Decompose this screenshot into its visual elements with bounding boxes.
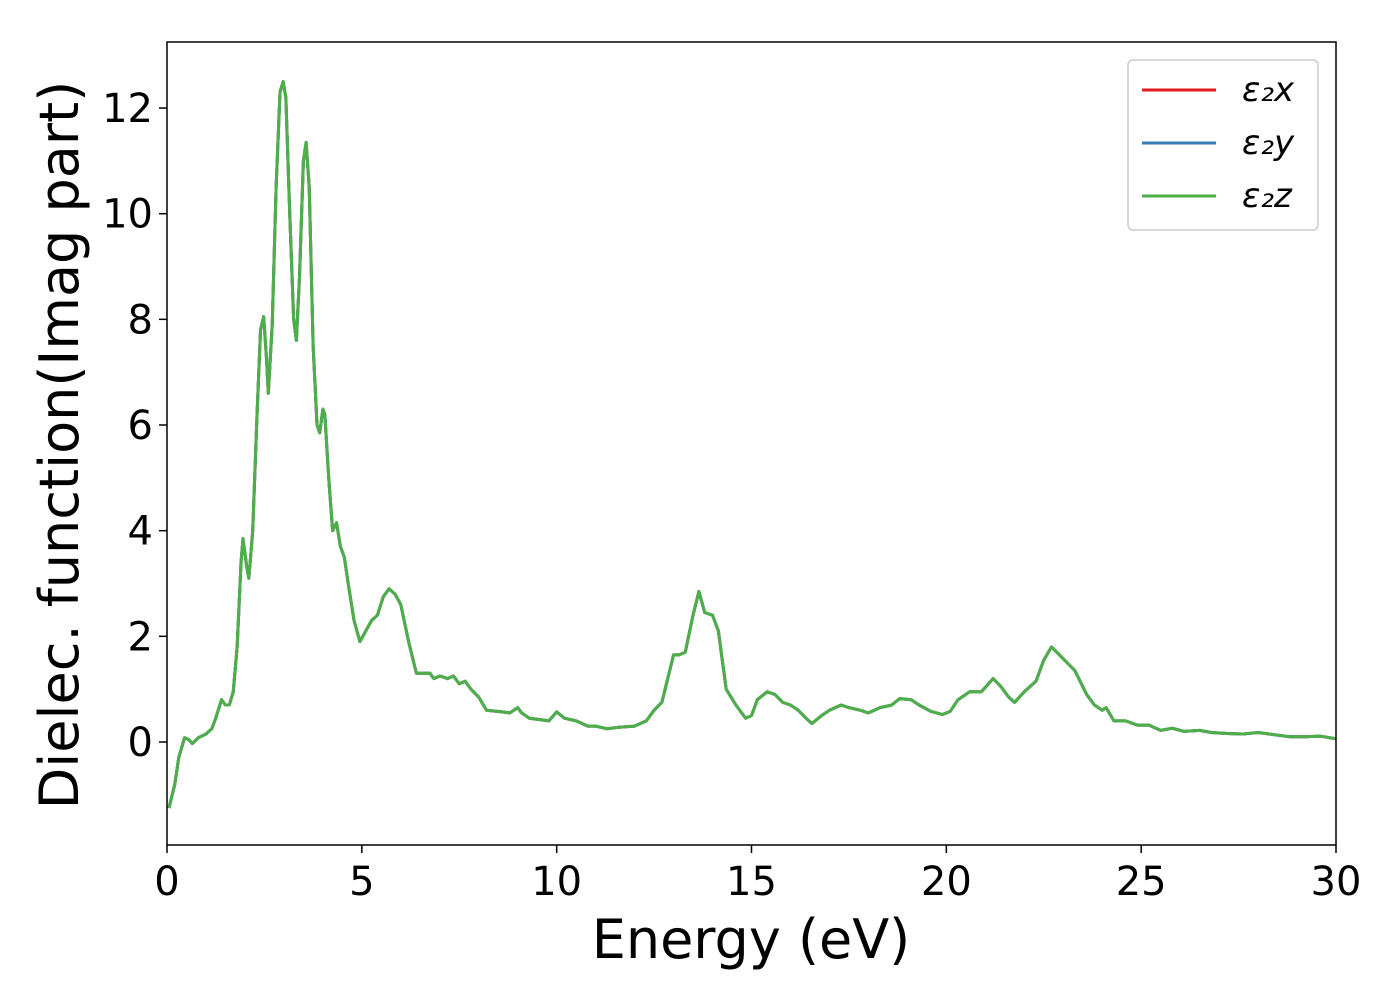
series-line	[167, 80, 1336, 809]
x-tick-label: 10	[531, 859, 582, 905]
y-tick-label: 8	[128, 297, 153, 343]
plot-frame	[166, 41, 1337, 846]
legend-box	[1127, 59, 1319, 231]
x-tick-label: 15	[726, 859, 777, 905]
y-axis-label: Dielec. function(Imag part)	[28, 81, 91, 810]
x-tick-label: 0	[154, 859, 179, 905]
x-tick-label: 30	[1311, 859, 1362, 905]
x-tick-label: 20	[921, 859, 972, 905]
y-tick-label: 12	[102, 86, 153, 132]
legend-label: ε₂z	[1242, 176, 1293, 216]
y-tick-label: 4	[128, 509, 153, 555]
x-tick-label: 25	[1116, 859, 1167, 905]
x-tick-label: 5	[349, 859, 374, 905]
y-tick-label: 6	[128, 403, 153, 449]
legend-label: ε₂x	[1242, 70, 1295, 110]
y-tick-label: 0	[128, 720, 153, 766]
y-tick-label: 2	[128, 614, 153, 660]
y-tick-label: 10	[102, 192, 153, 238]
x-axis-label: Energy (eV)	[592, 908, 911, 971]
legend-label: ε₂y	[1242, 123, 1295, 163]
